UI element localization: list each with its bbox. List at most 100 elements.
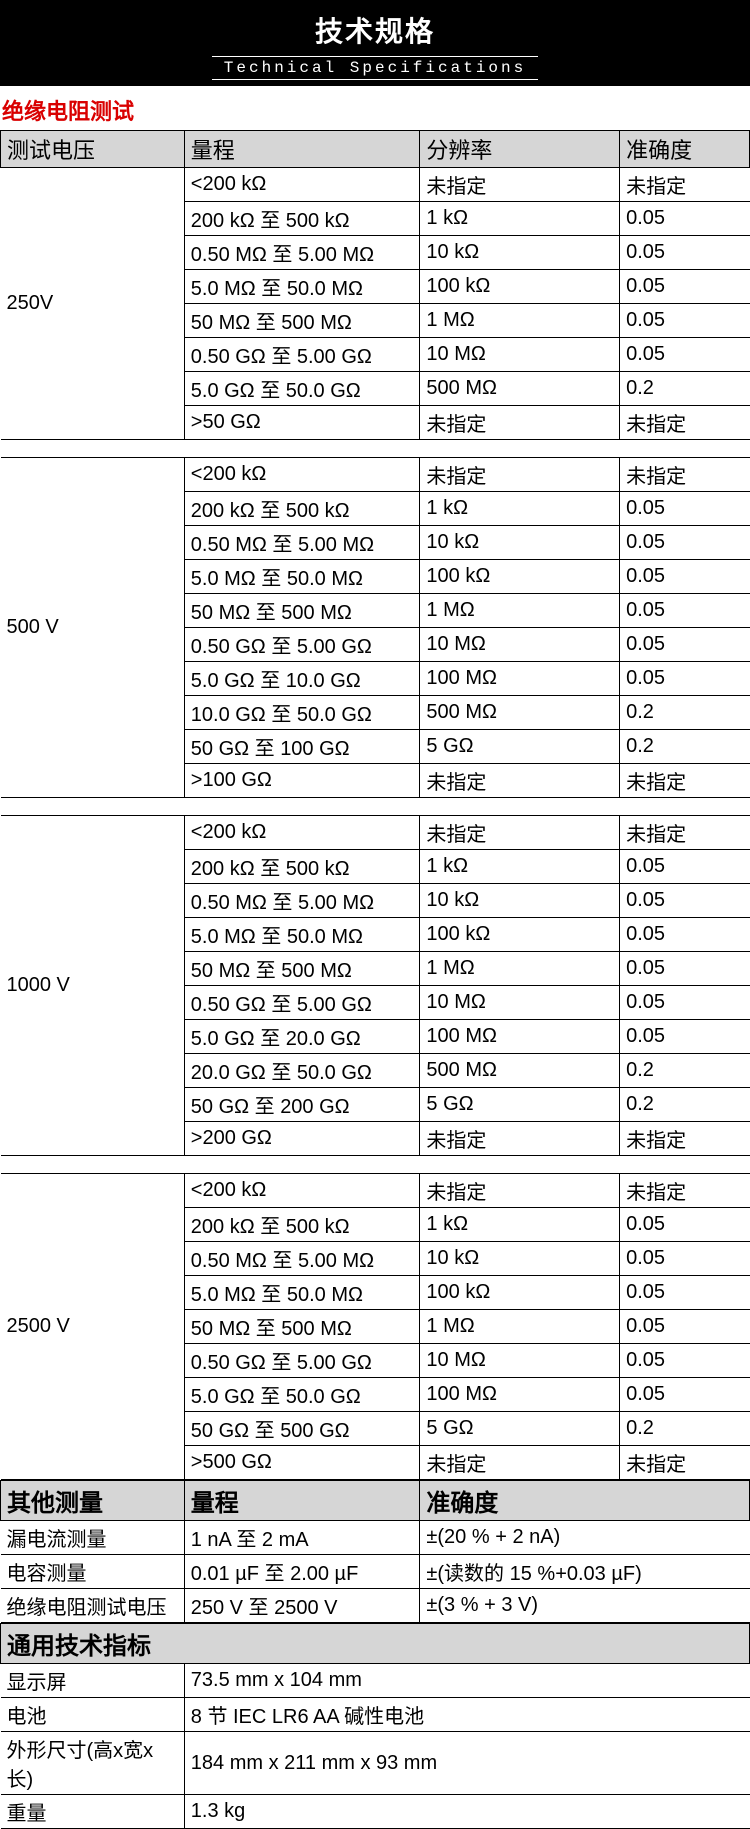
accuracy-cell: 0.05 [620, 918, 750, 952]
other-range-cell: 0.01 µF 至 2.00 µF [184, 1555, 420, 1589]
resolution-cell: 1 kΩ [420, 850, 620, 884]
accuracy-cell: 0.05 [620, 270, 750, 304]
resolution-cell: 100 kΩ [420, 560, 620, 594]
accuracy-cell: 未指定 [620, 458, 750, 492]
resolution-cell: 未指定 [420, 816, 620, 850]
other-accuracy-cell: ±(读数的 15 %+0.03 µF) [420, 1555, 750, 1589]
accuracy-cell: 未指定 [620, 1446, 750, 1480]
accuracy-cell: 0.05 [620, 594, 750, 628]
accuracy-cell: 0.2 [620, 730, 750, 764]
accuracy-cell: 0.2 [620, 372, 750, 406]
range-cell: >500 GΩ [184, 1446, 420, 1480]
range-cell: 5.0 GΩ 至 20.0 GΩ [184, 1020, 420, 1054]
range-cell: <200 kΩ [184, 458, 420, 492]
accuracy-cell: 0.05 [620, 952, 750, 986]
resolution-cell: 未指定 [420, 1446, 620, 1480]
resolution-cell: 10 kΩ [420, 236, 620, 270]
resolution-cell: 未指定 [420, 406, 620, 440]
voltage-cell: 250V [1, 168, 185, 440]
range-cell: 5.0 MΩ 至 50.0 MΩ [184, 270, 420, 304]
resolution-cell: 500 MΩ [420, 696, 620, 730]
accuracy-cell: 未指定 [620, 1174, 750, 1208]
range-cell: 20.0 GΩ 至 50.0 GΩ [184, 1054, 420, 1088]
spacer-row [1, 798, 750, 816]
range-cell: 200 kΩ 至 500 kΩ [184, 202, 420, 236]
range-cell: 0.50 MΩ 至 5.00 MΩ [184, 884, 420, 918]
table-row: 漏电流测量1 nA 至 2 mA±(20 % + 2 nA) [1, 1521, 750, 1555]
general-table: 通用技术指标 显示屏73.5 mm x 104 mm电池8 节 IEC LR6 … [0, 1623, 750, 1829]
range-cell: <200 kΩ [184, 168, 420, 202]
accuracy-cell: 0.05 [620, 1344, 750, 1378]
resolution-cell: 10 MΩ [420, 338, 620, 372]
resolution-cell: 10 MΩ [420, 1344, 620, 1378]
resolution-cell: 未指定 [420, 458, 620, 492]
hdr-voltage: 测试电压 [1, 131, 185, 168]
other-label-cell: 电容测量 [1, 1555, 185, 1589]
resolution-cell: 10 kΩ [420, 1242, 620, 1276]
resolution-cell: 100 kΩ [420, 918, 620, 952]
range-cell: 200 kΩ 至 500 kΩ [184, 492, 420, 526]
accuracy-cell: 未指定 [620, 168, 750, 202]
range-cell: 50 MΩ 至 500 MΩ [184, 594, 420, 628]
resolution-cell: 100 kΩ [420, 270, 620, 304]
resolution-cell: 1 kΩ [420, 202, 620, 236]
range-cell: 5.0 GΩ 至 10.0 GΩ [184, 662, 420, 696]
table-row: 显示屏73.5 mm x 104 mm [1, 1664, 750, 1698]
range-cell: 5.0 GΩ 至 50.0 GΩ [184, 1378, 420, 1412]
section-insulation-title: 绝缘电阻测试 [0, 86, 750, 130]
general-label-cell: 电池 [1, 1698, 185, 1732]
other-label-cell: 绝缘电阻测试电压 [1, 1589, 185, 1623]
other-range-hdr: 量程 [184, 1481, 420, 1521]
general-title: 通用技术指标 [1, 1624, 750, 1664]
accuracy-cell: 0.05 [620, 850, 750, 884]
accuracy-cell: 未指定 [620, 816, 750, 850]
range-cell: 200 kΩ 至 500 kΩ [184, 850, 420, 884]
general-value-cell: 184 mm x 211 mm x 93 mm [184, 1732, 749, 1795]
resolution-cell: 500 MΩ [420, 372, 620, 406]
range-cell: 0.50 GΩ 至 5.00 GΩ [184, 338, 420, 372]
accuracy-cell: 0.05 [620, 1310, 750, 1344]
range-cell: 5.0 MΩ 至 50.0 MΩ [184, 1276, 420, 1310]
resolution-cell: 1 MΩ [420, 1310, 620, 1344]
hdr-resolution: 分辨率 [420, 131, 620, 168]
accuracy-cell: 0.05 [620, 1208, 750, 1242]
other-accuracy-cell: ±(20 % + 2 nA) [420, 1521, 750, 1555]
header-title-zh: 技术规格 [0, 10, 750, 50]
accuracy-cell: 0.05 [620, 884, 750, 918]
other-title: 其他测量 [1, 1481, 185, 1521]
accuracy-cell: 0.2 [620, 1412, 750, 1446]
resolution-cell: 100 MΩ [420, 662, 620, 696]
range-cell: 50 GΩ 至 500 GΩ [184, 1412, 420, 1446]
resolution-cell: 未指定 [420, 1174, 620, 1208]
table-row: 250V<200 kΩ未指定未指定 [1, 168, 750, 202]
range-cell: <200 kΩ [184, 1174, 420, 1208]
accuracy-cell: 0.2 [620, 1088, 750, 1122]
other-accuracy-cell: ±(3 % + 3 V) [420, 1589, 750, 1623]
general-header-row: 通用技术指标 [1, 1624, 750, 1664]
spacer-row [1, 1156, 750, 1174]
resolution-cell: 1 kΩ [420, 492, 620, 526]
resolution-cell: 10 kΩ [420, 526, 620, 560]
accuracy-cell: 0.05 [620, 986, 750, 1020]
resolution-cell: 100 MΩ [420, 1378, 620, 1412]
range-cell: 50 GΩ 至 200 GΩ [184, 1088, 420, 1122]
resolution-cell: 10 MΩ [420, 628, 620, 662]
voltage-cell: 1000 V [1, 816, 185, 1156]
range-cell: 50 MΩ 至 500 MΩ [184, 304, 420, 338]
accuracy-cell: 0.2 [620, 1054, 750, 1088]
other-table: 其他测量 量程 准确度 漏电流测量1 nA 至 2 mA±(20 % + 2 n… [0, 1480, 750, 1623]
resolution-cell: 未指定 [420, 764, 620, 798]
resolution-cell: 未指定 [420, 1122, 620, 1156]
accuracy-cell: 0.05 [620, 492, 750, 526]
range-cell: 10.0 GΩ 至 50.0 GΩ [184, 696, 420, 730]
voltage-cell: 500 V [1, 458, 185, 798]
other-label-cell: 漏电流测量 [1, 1521, 185, 1555]
range-cell: >50 GΩ [184, 406, 420, 440]
accuracy-cell: 0.05 [620, 304, 750, 338]
general-label-cell: 重量 [1, 1795, 185, 1829]
column-header-row: 测试电压 量程 分辨率 准确度 [1, 131, 750, 168]
resolution-cell: 5 GΩ [420, 1412, 620, 1446]
page-header: 技术规格 Technical Specifications [0, 0, 750, 86]
range-cell: <200 kΩ [184, 816, 420, 850]
table-row: 电容测量0.01 µF 至 2.00 µF±(读数的 15 %+0.03 µF) [1, 1555, 750, 1589]
